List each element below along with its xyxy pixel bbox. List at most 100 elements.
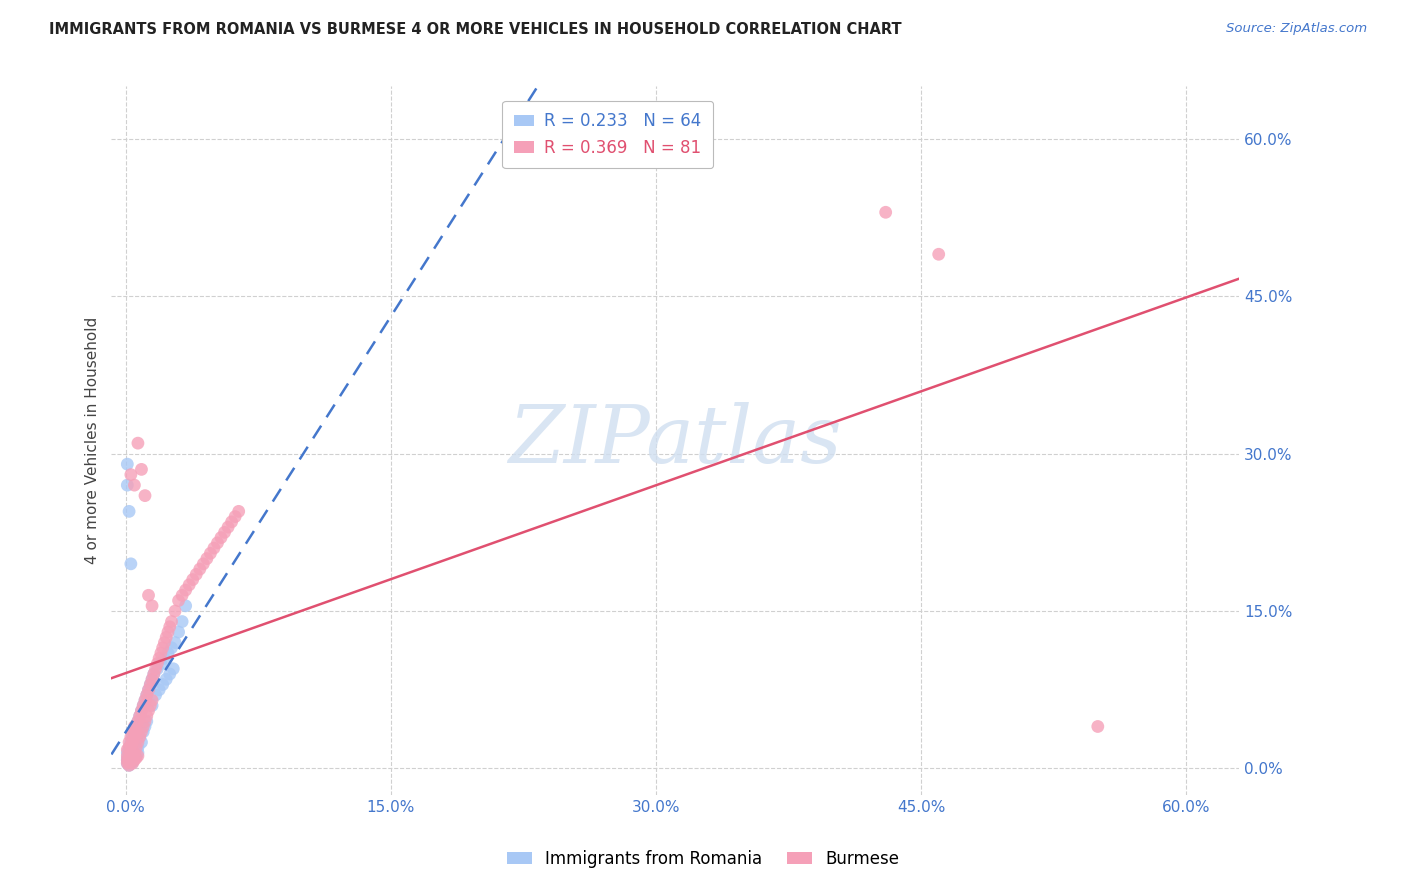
Point — [139, 698, 162, 713]
Point — [217, 520, 239, 534]
Point — [118, 504, 141, 518]
Point — [124, 724, 146, 739]
Point — [118, 755, 141, 769]
Point — [132, 719, 155, 733]
Point — [121, 756, 143, 771]
Point — [121, 724, 143, 739]
Point — [131, 735, 153, 749]
Point — [153, 651, 176, 665]
Point — [135, 714, 157, 729]
Point — [120, 739, 142, 753]
Point — [174, 599, 197, 613]
Point — [118, 758, 141, 772]
Point — [145, 662, 167, 676]
Point — [207, 536, 229, 550]
Text: IMMIGRANTS FROM ROMANIA VS BURMESE 4 OR MORE VEHICLES IN HOUSEHOLD CORRELATION C: IMMIGRANTS FROM ROMANIA VS BURMESE 4 OR … — [49, 22, 901, 37]
Point — [117, 746, 139, 760]
Point — [124, 740, 146, 755]
Point — [121, 735, 143, 749]
Point — [118, 740, 141, 755]
Point — [118, 754, 141, 768]
Point — [209, 531, 232, 545]
Point — [124, 746, 146, 760]
Point — [172, 615, 194, 629]
Point — [127, 746, 149, 760]
Point — [125, 748, 148, 763]
Point — [160, 615, 183, 629]
Point — [128, 709, 150, 723]
Point — [167, 625, 190, 640]
Point — [120, 751, 142, 765]
Point — [153, 635, 176, 649]
Point — [118, 742, 141, 756]
Point — [117, 756, 139, 771]
Point — [117, 753, 139, 767]
Point — [160, 640, 183, 655]
Point — [134, 714, 156, 729]
Point — [162, 662, 184, 676]
Point — [152, 677, 174, 691]
Point — [132, 724, 155, 739]
Point — [120, 746, 142, 760]
Point — [135, 688, 157, 702]
Point — [128, 709, 150, 723]
Point — [120, 467, 142, 482]
Point — [186, 567, 208, 582]
Point — [121, 730, 143, 744]
Point — [124, 753, 146, 767]
Point — [134, 719, 156, 733]
Legend: R = 0.233   N = 64, R = 0.369   N = 81: R = 0.233 N = 64, R = 0.369 N = 81 — [502, 101, 713, 169]
Point — [195, 551, 218, 566]
Text: Source: ZipAtlas.com: Source: ZipAtlas.com — [1226, 22, 1367, 36]
Point — [165, 604, 187, 618]
Point — [124, 478, 146, 492]
Point — [118, 758, 141, 772]
Point — [117, 751, 139, 765]
Point — [124, 719, 146, 733]
Point — [200, 546, 222, 560]
Point — [121, 748, 143, 763]
Point — [127, 436, 149, 450]
Point — [141, 599, 163, 613]
Point — [141, 673, 163, 687]
Point — [120, 730, 142, 744]
Point — [1087, 719, 1109, 733]
Point — [121, 748, 143, 763]
Point — [138, 704, 160, 718]
Point — [120, 735, 142, 749]
Point — [127, 714, 149, 729]
Point — [125, 719, 148, 733]
Point — [118, 740, 141, 755]
Point — [118, 735, 141, 749]
Point — [228, 504, 250, 518]
Point — [117, 756, 139, 771]
Point — [221, 515, 243, 529]
Point — [139, 677, 162, 691]
Point — [121, 742, 143, 756]
Point — [156, 646, 179, 660]
Point — [118, 751, 141, 765]
Point — [181, 573, 204, 587]
Legend: Immigrants from Romania, Burmese: Immigrants from Romania, Burmese — [501, 844, 905, 875]
Point — [134, 489, 156, 503]
Point — [193, 557, 215, 571]
Text: ZIPatlas: ZIPatlas — [509, 401, 842, 479]
Point — [117, 478, 139, 492]
Point — [138, 588, 160, 602]
Point — [155, 673, 177, 687]
Point — [139, 677, 162, 691]
Point — [121, 755, 143, 769]
Point — [117, 457, 139, 471]
Point — [131, 704, 153, 718]
Point — [875, 205, 897, 219]
Point — [174, 583, 197, 598]
Point — [120, 753, 142, 767]
Point — [125, 740, 148, 755]
Point — [141, 698, 163, 713]
Point — [146, 662, 169, 676]
Point — [128, 730, 150, 744]
Point — [167, 593, 190, 607]
Point — [131, 724, 153, 739]
Point — [141, 693, 163, 707]
Point — [141, 673, 163, 687]
